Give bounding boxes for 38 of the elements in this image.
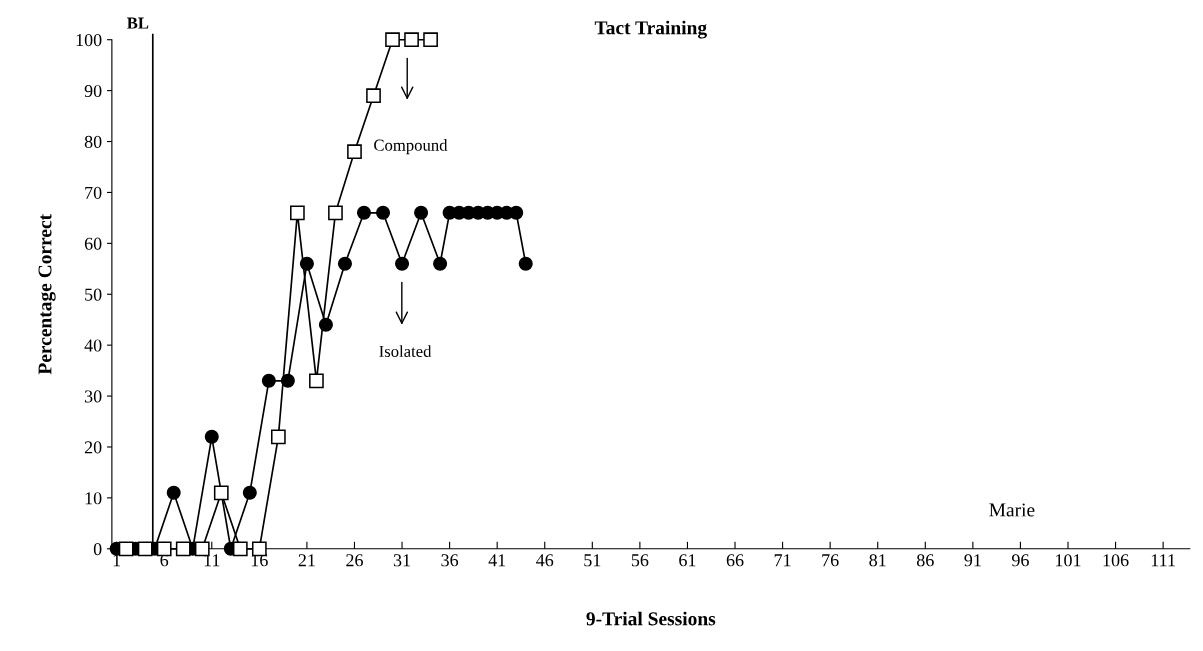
- x-tick-label: 106: [1103, 554, 1129, 567]
- y-tick-label: 50: [85, 288, 102, 301]
- y-tick-label: 20: [84, 441, 102, 454]
- y-tick-label: 0: [93, 543, 102, 556]
- x-tick-label: 81: [869, 554, 886, 567]
- x-tick-label: 71: [774, 554, 791, 567]
- x-tick-label: 36: [441, 554, 459, 567]
- y-tick-label: 70: [85, 186, 102, 199]
- x-tick-label: 1: [113, 554, 121, 567]
- annotation: Isolated: [379, 345, 432, 357]
- x-tick-label: 21: [298, 554, 315, 567]
- x-tick-label: 76: [822, 554, 839, 567]
- x-axis-title: 9-Trial Sessions: [586, 611, 716, 626]
- x-tick-label: 101: [1056, 554, 1081, 567]
- x-tick-label: 26: [346, 554, 363, 567]
- x-tick-label: 51: [584, 554, 601, 567]
- x-tick-label: 96: [1011, 554, 1029, 567]
- x-tick-label: 111: [1151, 554, 1175, 567]
- x-tick-label: 46: [536, 554, 554, 567]
- y-tick-label: 80: [84, 135, 102, 148]
- x-tick-label: 61: [679, 554, 696, 567]
- chart-title: Tact Training: [594, 20, 707, 39]
- y-tick-label: 90: [84, 84, 102, 98]
- y-tick-label: 100: [76, 33, 102, 47]
- x-tick-label: 41: [488, 554, 506, 567]
- y-tick-label: 40: [84, 339, 102, 352]
- x-tick-label: 86: [916, 554, 934, 567]
- annotation: Compound: [374, 139, 448, 155]
- x-tick-label: 56: [631, 554, 649, 567]
- ref-line-label: BL: [127, 17, 149, 29]
- x-tick-label: 66: [726, 554, 744, 567]
- y-tick-label: 30: [84, 390, 102, 403]
- x-tick-label: 91: [964, 554, 981, 567]
- y-tick-label: 60: [84, 237, 102, 250]
- y-tick-label: 10: [85, 492, 102, 505]
- x-tick-label: 31: [393, 554, 410, 567]
- annotation: Marie: [989, 503, 1035, 517]
- y-axis-title: Percentage Correct: [38, 213, 56, 375]
